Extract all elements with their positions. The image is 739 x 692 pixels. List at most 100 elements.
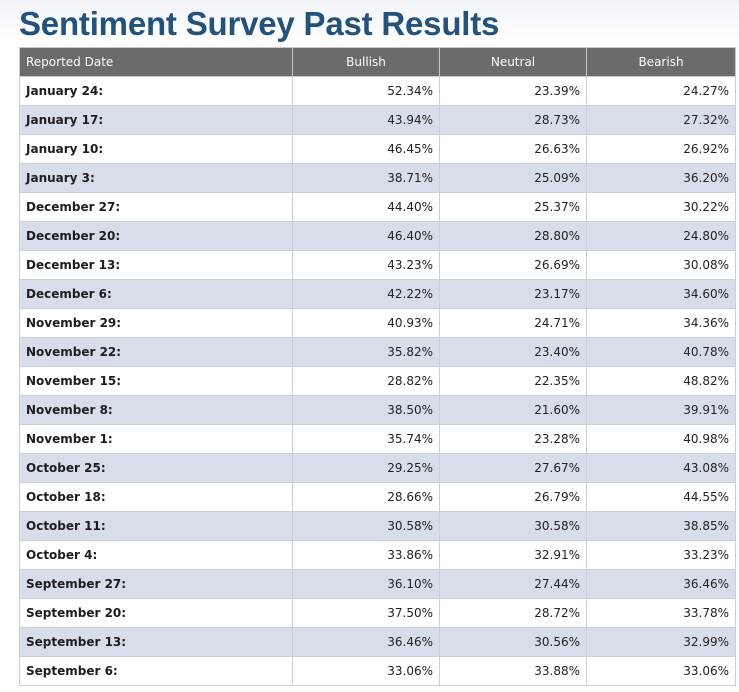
- table-row: December 20: 46.40% 28.80% 24.80%: [19, 221, 736, 251]
- bearish-cell: 36.20%: [586, 163, 736, 193]
- results-table: Reported Date Bullish Neutral Bearish Ja…: [19, 47, 736, 686]
- bullish-cell: 46.40%: [292, 221, 440, 251]
- bullish-cell: 33.06%: [292, 656, 440, 686]
- date-cell: January 3:: [19, 163, 293, 193]
- neutral-cell: 27.44%: [439, 569, 587, 599]
- date-cell: September 20:: [19, 598, 293, 628]
- date-cell: December 6:: [19, 279, 293, 309]
- table-body: January 24: 52.34% 23.39% 24.27% January 17:…: [19, 76, 736, 686]
- bullish-cell: 35.82%: [292, 337, 440, 367]
- date-cell: October 18:: [19, 482, 293, 512]
- bullish-cell: 30.58%: [292, 511, 440, 541]
- header-bearish: Bearish: [586, 47, 736, 77]
- bullish-cell: 43.94%: [292, 105, 440, 135]
- bearish-cell: 33.06%: [586, 656, 736, 686]
- page-title: Sentiment Survey Past Results: [19, 5, 500, 42]
- table-row: December 27: 44.40% 25.37% 30.22%: [19, 192, 736, 222]
- table-row: September 6: 33.06% 33.88% 33.06%: [19, 656, 736, 686]
- neutral-cell: 23.39%: [439, 76, 587, 106]
- table-row: November 29: 40.93% 24.71% 34.36%: [19, 308, 736, 338]
- bearish-cell: 33.23%: [586, 540, 736, 570]
- date-cell: January 17:: [19, 105, 293, 135]
- bullish-cell: 40.93%: [292, 308, 440, 338]
- bearish-cell: 38.85%: [586, 511, 736, 541]
- bullish-cell: 29.25%: [292, 453, 440, 483]
- neutral-cell: 26.79%: [439, 482, 587, 512]
- table-row: October 4: 33.86% 32.91% 33.23%: [19, 540, 736, 570]
- date-cell: November 22:: [19, 337, 293, 367]
- bullish-cell: 52.34%: [292, 76, 440, 106]
- bullish-cell: 36.10%: [292, 569, 440, 599]
- neutral-cell: 26.63%: [439, 134, 587, 164]
- neutral-cell: 24.71%: [439, 308, 587, 338]
- table-row: October 25: 29.25% 27.67% 43.08%: [19, 453, 736, 483]
- date-cell: November 29:: [19, 308, 293, 338]
- bearish-cell: 34.36%: [586, 308, 736, 338]
- table-row: January 17: 43.94% 28.73% 27.32%: [19, 105, 736, 135]
- bearish-cell: 27.32%: [586, 105, 736, 135]
- neutral-cell: 27.67%: [439, 453, 587, 483]
- table-row: November 1: 35.74% 23.28% 40.98%: [19, 424, 736, 454]
- header-reported-date: Reported Date: [19, 47, 293, 77]
- bullish-cell: 36.46%: [292, 627, 440, 657]
- bearish-cell: 26.92%: [586, 134, 736, 164]
- neutral-cell: 21.60%: [439, 395, 587, 425]
- neutral-cell: 25.09%: [439, 163, 587, 193]
- header-neutral: Neutral: [439, 47, 587, 77]
- header-row: Reported Date Bullish Neutral Bearish: [19, 47, 736, 77]
- bullish-cell: 43.23%: [292, 250, 440, 280]
- bullish-cell: 38.71%: [292, 163, 440, 193]
- date-cell: November 1:: [19, 424, 293, 454]
- neutral-cell: 26.69%: [439, 250, 587, 280]
- table-row: January 3: 38.71% 25.09% 36.20%: [19, 163, 736, 193]
- neutral-cell: 30.56%: [439, 627, 587, 657]
- neutral-cell: 33.88%: [439, 656, 587, 686]
- date-cell: September 6:: [19, 656, 293, 686]
- neutral-cell: 32.91%: [439, 540, 587, 570]
- bearish-cell: 40.78%: [586, 337, 736, 367]
- date-cell: January 24:: [19, 76, 293, 106]
- date-cell: October 11:: [19, 511, 293, 541]
- bearish-cell: 30.08%: [586, 250, 736, 280]
- bearish-cell: 24.80%: [586, 221, 736, 251]
- table-row: October 18: 28.66% 26.79% 44.55%: [19, 482, 736, 512]
- table-row: November 22: 35.82% 23.40% 40.78%: [19, 337, 736, 367]
- bearish-cell: 34.60%: [586, 279, 736, 309]
- date-cell: January 10:: [19, 134, 293, 164]
- bearish-cell: 32.99%: [586, 627, 736, 657]
- bullish-cell: 37.50%: [292, 598, 440, 628]
- date-cell: October 4:: [19, 540, 293, 570]
- date-cell: December 13:: [19, 250, 293, 280]
- neutral-cell: 23.40%: [439, 337, 587, 367]
- bearish-cell: 48.82%: [586, 366, 736, 396]
- table-header: Reported Date Bullish Neutral Bearish: [19, 47, 736, 77]
- date-cell: November 8:: [19, 395, 293, 425]
- bearish-cell: 44.55%: [586, 482, 736, 512]
- bearish-cell: 30.22%: [586, 192, 736, 222]
- neutral-cell: 28.72%: [439, 598, 587, 628]
- date-cell: October 25:: [19, 453, 293, 483]
- bullish-cell: 42.22%: [292, 279, 440, 309]
- table-row: January 10: 46.45% 26.63% 26.92%: [19, 134, 736, 164]
- date-cell: September 13:: [19, 627, 293, 657]
- neutral-cell: 30.58%: [439, 511, 587, 541]
- table-row: January 24: 52.34% 23.39% 24.27%: [19, 76, 736, 106]
- table-row: September 13: 36.46% 30.56% 32.99%: [19, 627, 736, 657]
- date-cell: September 27:: [19, 569, 293, 599]
- bearish-cell: 39.91%: [586, 395, 736, 425]
- table-row: September 27: 36.10% 27.44% 36.46%: [19, 569, 736, 599]
- date-cell: December 27:: [19, 192, 293, 222]
- date-cell: December 20:: [19, 221, 293, 251]
- bearish-cell: 24.27%: [586, 76, 736, 106]
- table-row: December 6: 42.22% 23.17% 34.60%: [19, 279, 736, 309]
- neutral-cell: 22.35%: [439, 366, 587, 396]
- neutral-cell: 28.73%: [439, 105, 587, 135]
- date-cell: November 15:: [19, 366, 293, 396]
- table-row: September 20: 37.50% 28.72% 33.78%: [19, 598, 736, 628]
- bullish-cell: 46.45%: [292, 134, 440, 164]
- table-row: November 8: 38.50% 21.60% 39.91%: [19, 395, 736, 425]
- table-row: November 15: 28.82% 22.35% 48.82%: [19, 366, 736, 396]
- neutral-cell: 28.80%: [439, 221, 587, 251]
- bullish-cell: 38.50%: [292, 395, 440, 425]
- neutral-cell: 23.17%: [439, 279, 587, 309]
